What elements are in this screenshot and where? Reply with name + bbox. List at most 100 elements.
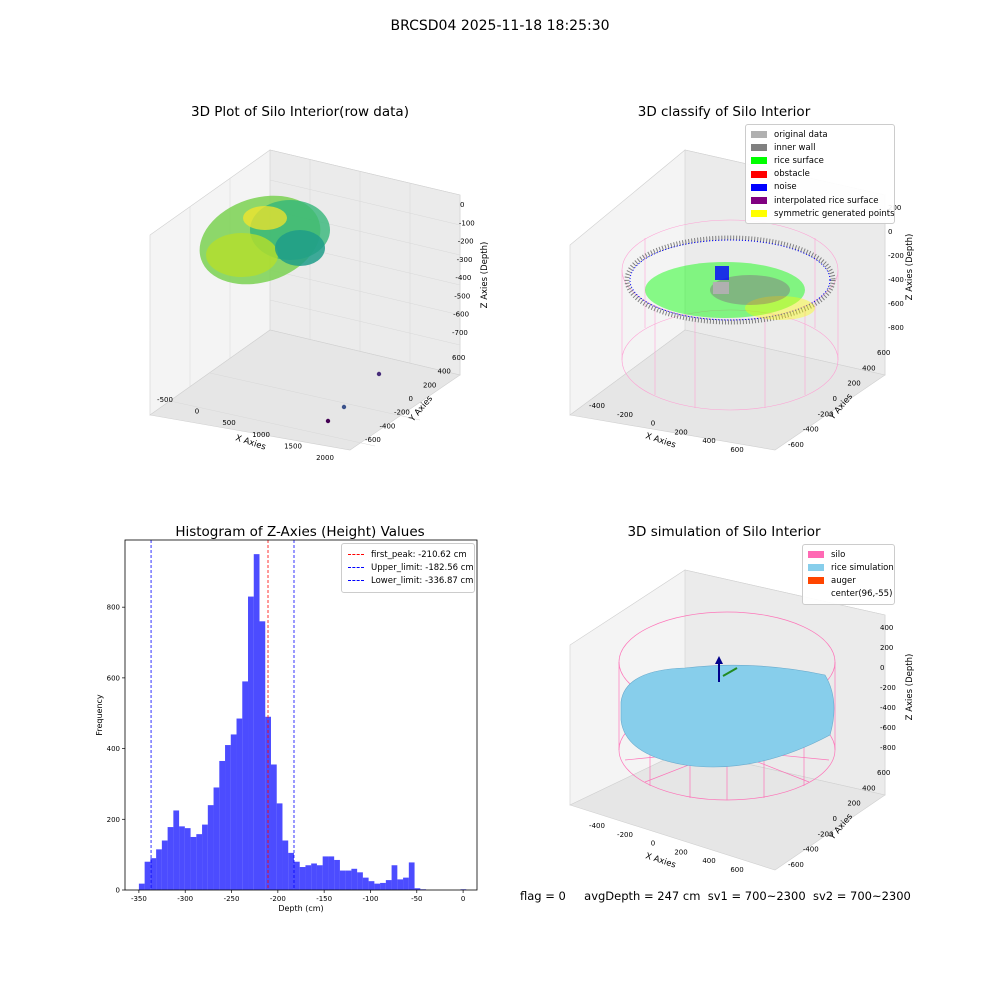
y-tick-label: 400 xyxy=(862,784,875,792)
histogram-bar xyxy=(408,862,415,890)
y-tick-label: 600 xyxy=(877,349,890,357)
histogram-ylabel: Frequency xyxy=(95,694,104,736)
y-tick-label: -200 xyxy=(394,409,410,417)
y-tick-label: 400 xyxy=(438,368,451,376)
y-tick-label: -600 xyxy=(365,436,381,444)
y-tick-label: 0 xyxy=(409,395,413,403)
avg-depth-text: avgDepth = 247 cm xyxy=(584,889,701,903)
panel2-zlabel: Z Axies (Depth) xyxy=(905,234,915,301)
z-tick-label: -600 xyxy=(880,724,896,732)
x-tick-label: 2000 xyxy=(316,454,334,462)
histogram-bar xyxy=(150,858,157,890)
raw-point-cloud xyxy=(199,195,330,285)
silo-wireframe xyxy=(621,219,839,411)
histogram-bar xyxy=(242,681,249,890)
y-tick-label: 400 xyxy=(862,364,875,372)
x-tick-label: 400 xyxy=(702,857,715,865)
histogram-bar xyxy=(316,865,323,890)
histogram-bar xyxy=(299,867,306,890)
histogram-bar xyxy=(225,745,231,890)
legend-swatch xyxy=(751,183,767,191)
histogram-bar xyxy=(345,870,352,890)
histogram-bar xyxy=(414,888,421,890)
z-tick-label: -200 xyxy=(888,252,904,260)
panel2-legend: original data inner wall rice surface ob… xyxy=(745,124,895,225)
histogram-bar xyxy=(282,840,289,890)
z-tick-label: -400 xyxy=(455,274,471,282)
x-tick-label: 500 xyxy=(222,419,235,427)
z-tick-label: 400 xyxy=(880,624,893,632)
y-tick-label: 600 xyxy=(452,354,465,362)
z-tick-label: -200 xyxy=(458,238,474,246)
legend-center: center(96,-55) xyxy=(808,588,892,601)
y-tick-label: -400 xyxy=(803,426,819,434)
x-tick-label: 0 xyxy=(651,420,655,428)
legend-inner-wall: inner wall xyxy=(751,141,889,154)
legend-line xyxy=(348,567,364,569)
histogram-bar xyxy=(184,828,191,890)
x-tick-label: -400 xyxy=(589,822,605,830)
legend-original-data: original data xyxy=(751,128,889,141)
histogram-bar xyxy=(236,718,243,890)
sv2-text: sv2 = 700~2300 xyxy=(812,889,911,903)
histogram-bar xyxy=(190,836,197,890)
status-footer: flag = 0 avgDepth = 247 cm sv1 = 700~230… xyxy=(520,889,911,903)
y-tick-label: 200 xyxy=(847,380,860,388)
noise-points xyxy=(715,266,729,280)
histogram-chart: -350 -300 -250 -200 -150 -100 -50 0 0 200 400 600 8… xyxy=(95,539,478,913)
histogram-bar xyxy=(403,877,409,890)
histogram-bar xyxy=(161,840,168,890)
z-tick-label: -500 xyxy=(454,292,470,300)
z-tick-label: -100 xyxy=(459,219,475,227)
z-tick-label: -600 xyxy=(888,300,904,308)
y-tick-label: 0 xyxy=(833,815,837,823)
legend-silo: silo xyxy=(808,548,889,561)
y-tick-label: 800 xyxy=(107,604,120,612)
x-tick-label: 1500 xyxy=(284,442,302,450)
x-tick-label: -250 xyxy=(224,895,240,903)
legend-swatch xyxy=(751,157,767,165)
legend-swatch xyxy=(808,577,824,585)
histogram-bar xyxy=(334,859,340,890)
histogram-bar xyxy=(259,621,266,890)
histogram-bar xyxy=(357,872,363,890)
x-tick-label: 0 xyxy=(461,895,465,903)
x-tick-label: -200 xyxy=(617,411,633,419)
panel1-3d-plot: -500 0 500 1000 1500 2000 -600 -400 -200 0 200400… xyxy=(149,149,490,462)
histogram-bar xyxy=(293,861,300,890)
histogram-bar xyxy=(397,879,404,890)
inner-wall-points xyxy=(624,235,836,325)
y-tick-label: -600 xyxy=(788,861,804,869)
y-tick-label: -200 xyxy=(818,410,834,418)
histogram-bar xyxy=(144,861,151,890)
y-tick-label: -400 xyxy=(803,846,819,854)
legend-swatch xyxy=(808,591,824,598)
panel3-title: Histogram of Z-Axies (Height) Values xyxy=(175,524,425,540)
legend-auger: auger xyxy=(808,574,889,587)
legend-symmetric-generated-points: symmetric generated points xyxy=(751,207,895,220)
y-tick-label: -400 xyxy=(380,422,396,430)
histogram-bar xyxy=(265,716,271,890)
histogram-bar xyxy=(248,596,254,890)
z-tick-label: -400 xyxy=(880,704,896,712)
histogram-bar xyxy=(322,856,329,890)
legend-upper-limit: Upper_limit: -182.56 cm xyxy=(348,561,474,574)
panel4-xlabel: X Axies xyxy=(644,851,677,870)
histogram-bar xyxy=(219,760,226,890)
x-tick-label: -150 xyxy=(316,895,332,903)
histogram-bar xyxy=(196,834,203,890)
histogram-bar xyxy=(339,870,346,890)
histogram-bar xyxy=(276,803,283,890)
legend-rice-simulation: rice simulation xyxy=(808,561,894,574)
x-tick-label: 600 xyxy=(730,446,743,454)
z-tick-label: -400 xyxy=(888,276,904,284)
panel1-title: 3D Plot of Silo Interior(row data) xyxy=(191,104,409,120)
y-tick-label: 400 xyxy=(107,745,120,753)
y-tick-label: -200 xyxy=(818,830,834,838)
y-tick-label: 200 xyxy=(423,381,436,389)
rice-simulation-surface xyxy=(620,664,835,768)
flag-text: flag = 0 xyxy=(520,889,566,903)
x-tick-label: -50 xyxy=(411,895,422,903)
histogram-bar xyxy=(380,882,386,890)
